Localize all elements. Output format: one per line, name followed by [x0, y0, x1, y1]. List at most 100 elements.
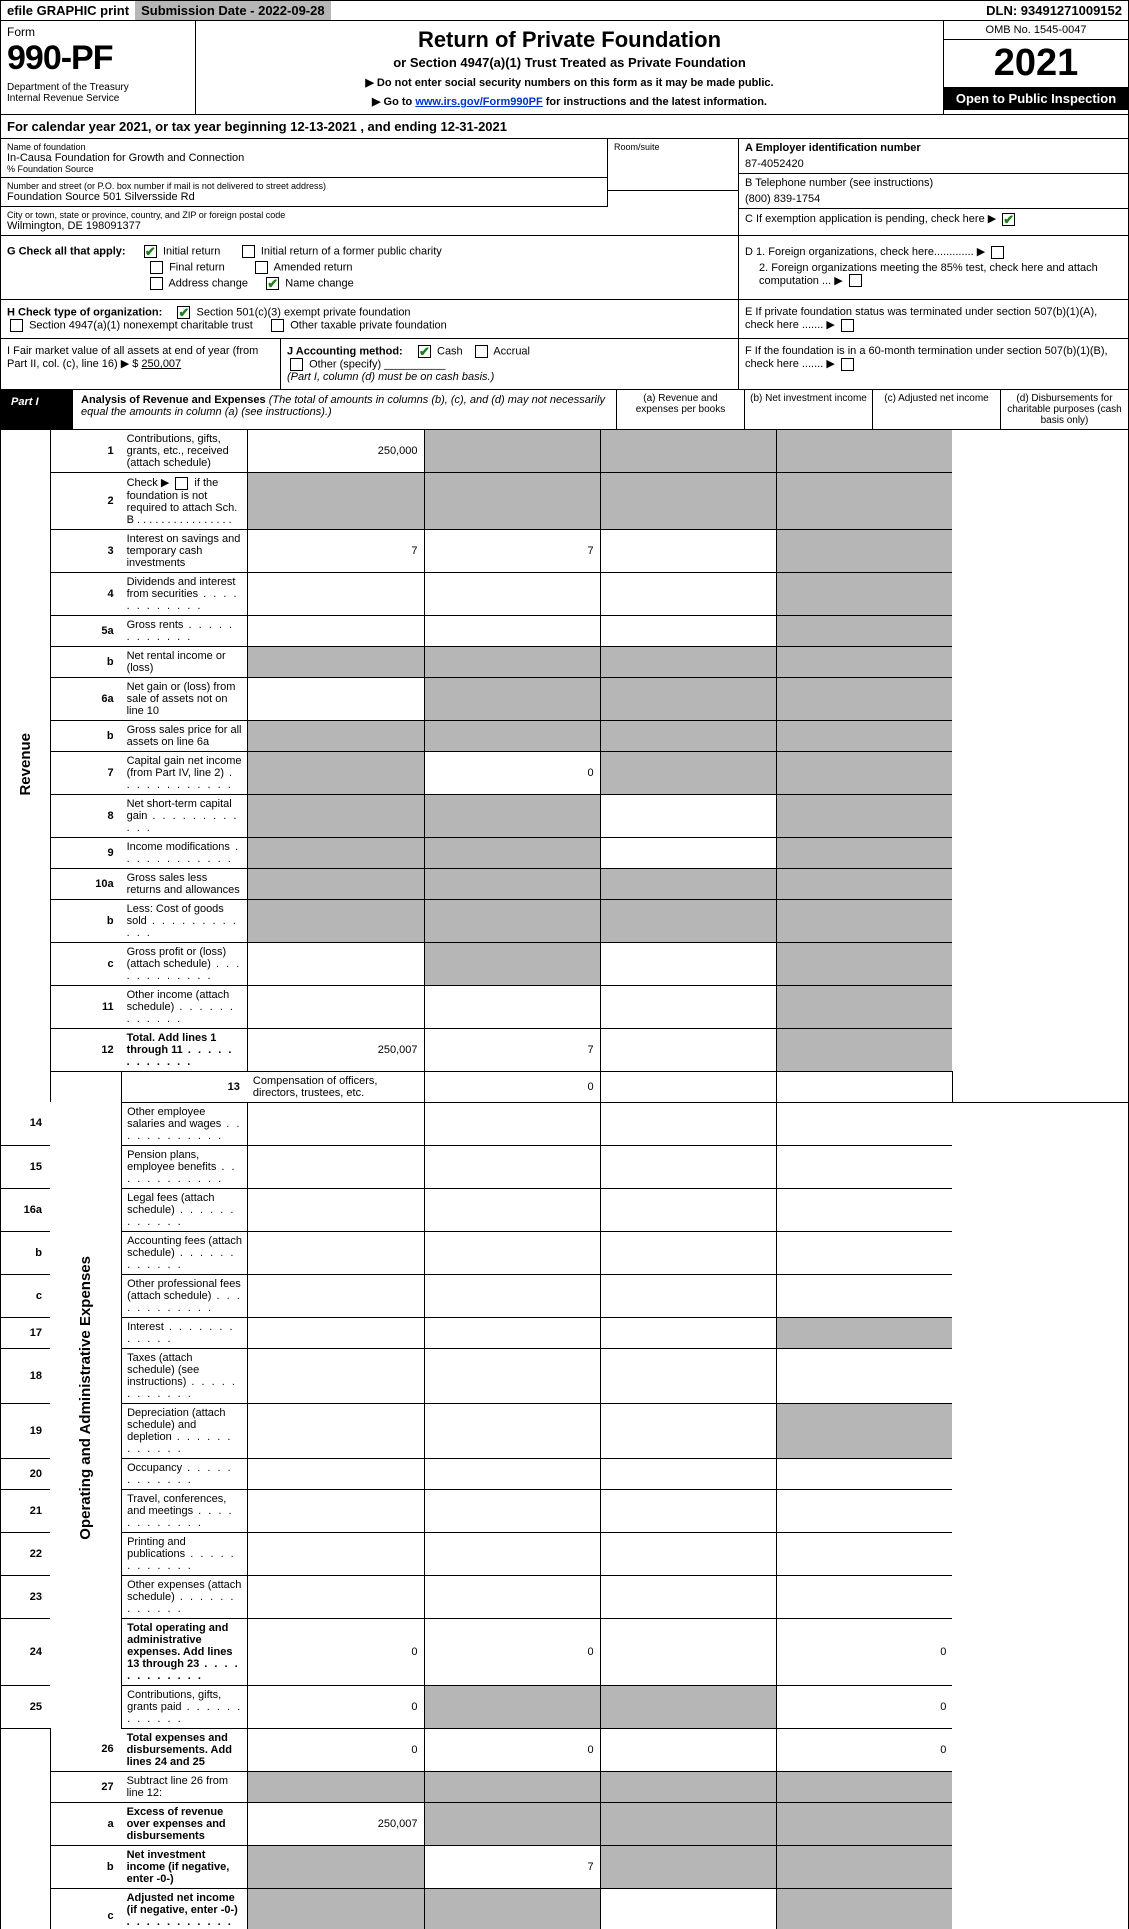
row-val-b: 7 [424, 1028, 600, 1071]
d2-checkbox[interactable] [849, 274, 862, 287]
instr-1: ▶ Do not enter social security numbers o… [206, 76, 933, 89]
r2-pre: Check ▶ [127, 477, 173, 489]
row-val-a [248, 572, 424, 615]
row-desc: Net gain or (loss) from sale of assets n… [122, 677, 248, 720]
row-desc: Occupancy [122, 1458, 248, 1489]
accrual-checkbox[interactable] [475, 345, 488, 358]
table-row: 2Check ▶ if the foundation is not requir… [1, 473, 1129, 530]
initial-former-checkbox[interactable] [242, 245, 255, 258]
ij-section: I Fair market value of all assets at end… [0, 339, 1129, 390]
row-val-c [600, 1685, 776, 1728]
form-subtitle: or Section 4947(a)(1) Trust Treated as P… [206, 55, 933, 70]
row-desc: Accounting fees (attach schedule) [122, 1231, 248, 1274]
row-val-d [776, 1274, 952, 1317]
table-row: bNet rental income or (loss) [1, 646, 1129, 677]
501c3-checkbox[interactable] [177, 306, 190, 319]
row-val-c [600, 985, 776, 1028]
table-row: 4Dividends and interest from securities [1, 572, 1129, 615]
initial-return-checkbox[interactable] [144, 245, 157, 258]
row-num: 22 [1, 1532, 51, 1575]
row-val-c [600, 1317, 776, 1348]
row-val-a [248, 1403, 424, 1458]
irs-link[interactable]: www.irs.gov/Form990PF [415, 96, 542, 108]
cash-checkbox[interactable] [418, 345, 431, 358]
row-val-c [600, 1403, 776, 1458]
row-val-a [248, 1888, 424, 1929]
row-num: c [50, 1888, 122, 1929]
f-checkbox[interactable] [841, 358, 854, 371]
amended-checkbox[interactable] [255, 261, 268, 274]
table-row: 18Taxes (attach schedule) (see instructi… [1, 1348, 1129, 1403]
row-val-d [776, 473, 952, 530]
row-val-b [424, 1231, 600, 1274]
row-num: 21 [1, 1489, 51, 1532]
j-cash: Cash [437, 345, 463, 357]
e-checkbox[interactable] [841, 319, 854, 332]
row-val-d [776, 1403, 952, 1458]
row-desc: Capital gain net income (from Part IV, l… [122, 751, 248, 794]
row-desc: Adjusted net income (if negative, enter … [122, 1888, 248, 1929]
address-change-checkbox[interactable] [150, 277, 163, 290]
other-taxable-checkbox[interactable] [271, 319, 284, 332]
telephone: (800) 839-1754 [745, 193, 1122, 205]
row-val-b [600, 1071, 776, 1102]
4947-checkbox[interactable] [10, 319, 23, 332]
row-val-c [600, 751, 776, 794]
row-val-b [424, 1188, 600, 1231]
row-desc: Legal fees (attach schedule) [122, 1188, 248, 1231]
row-val-a [248, 473, 424, 530]
row-val-a [248, 615, 424, 646]
table-row: 15Pension plans, employee benefits [1, 1145, 1129, 1188]
row-val-d [776, 942, 952, 985]
row-val-a [248, 1575, 424, 1618]
f-label: F If the foundation is in a 60-month ter… [745, 345, 1108, 370]
row-val-d [776, 1188, 952, 1231]
row-val-b [424, 1348, 600, 1403]
other-method-checkbox[interactable] [290, 358, 303, 371]
table-row: 12Total. Add lines 1 through 11250,0077 [1, 1028, 1129, 1071]
row-val-b [424, 1403, 600, 1458]
row-val-a: 7 [248, 529, 424, 572]
row-val-d [776, 837, 952, 868]
row-num: 3 [50, 529, 122, 572]
row-val-c [600, 473, 776, 530]
name-change-checkbox[interactable] [266, 277, 279, 290]
g-opt-0: Initial return [163, 245, 220, 257]
j-accrual: Accrual [493, 345, 530, 357]
col-d: (d) Disbursements for charitable purpose… [1000, 390, 1128, 429]
d1-checkbox[interactable] [991, 246, 1004, 259]
row-desc: Gross sales price for all assets on line… [122, 720, 248, 751]
row-num: 17 [1, 1317, 51, 1348]
row-num: 23 [1, 1575, 51, 1618]
row-desc: Printing and publications [122, 1532, 248, 1575]
row-num: 24 [1, 1618, 51, 1685]
row-num: 26 [50, 1728, 122, 1771]
row-val-b [424, 615, 600, 646]
row-val-d [776, 1532, 952, 1575]
row-val-d [776, 1145, 952, 1188]
row-val-a [248, 868, 424, 899]
row-val-c [600, 1188, 776, 1231]
revenue-sidebar: Revenue [17, 733, 34, 796]
row-desc: Income modifications [122, 837, 248, 868]
row-val-b [424, 1489, 600, 1532]
row-val-a: 0 [424, 1071, 600, 1102]
row-val-c [600, 1575, 776, 1618]
final-return-checkbox[interactable] [150, 261, 163, 274]
c-checkbox[interactable] [1002, 213, 1015, 226]
efile-label: efile GRAPHIC print [1, 1, 135, 20]
row-val-d [776, 1317, 952, 1348]
schb-checkbox[interactable] [175, 477, 188, 490]
info-section: Name of foundation In-Causa Foundation f… [0, 139, 1129, 236]
j-note: (Part I, column (d) must be on cash basi… [287, 371, 494, 383]
row-num: b [50, 720, 122, 751]
row-val-c [600, 1532, 776, 1575]
j-other: Other (specify) [309, 358, 381, 370]
row-desc: Total expenses and disbursements. Add li… [122, 1728, 248, 1771]
row-val-c [600, 1489, 776, 1532]
row-val-c [600, 529, 776, 572]
h-o2: Section 4947(a)(1) nonexempt charitable … [29, 319, 253, 331]
row-desc: Other employee salaries and wages [122, 1102, 248, 1145]
table-row: 19Depreciation (attach schedule) and dep… [1, 1403, 1129, 1458]
row-val-d: 0 [776, 1618, 952, 1685]
